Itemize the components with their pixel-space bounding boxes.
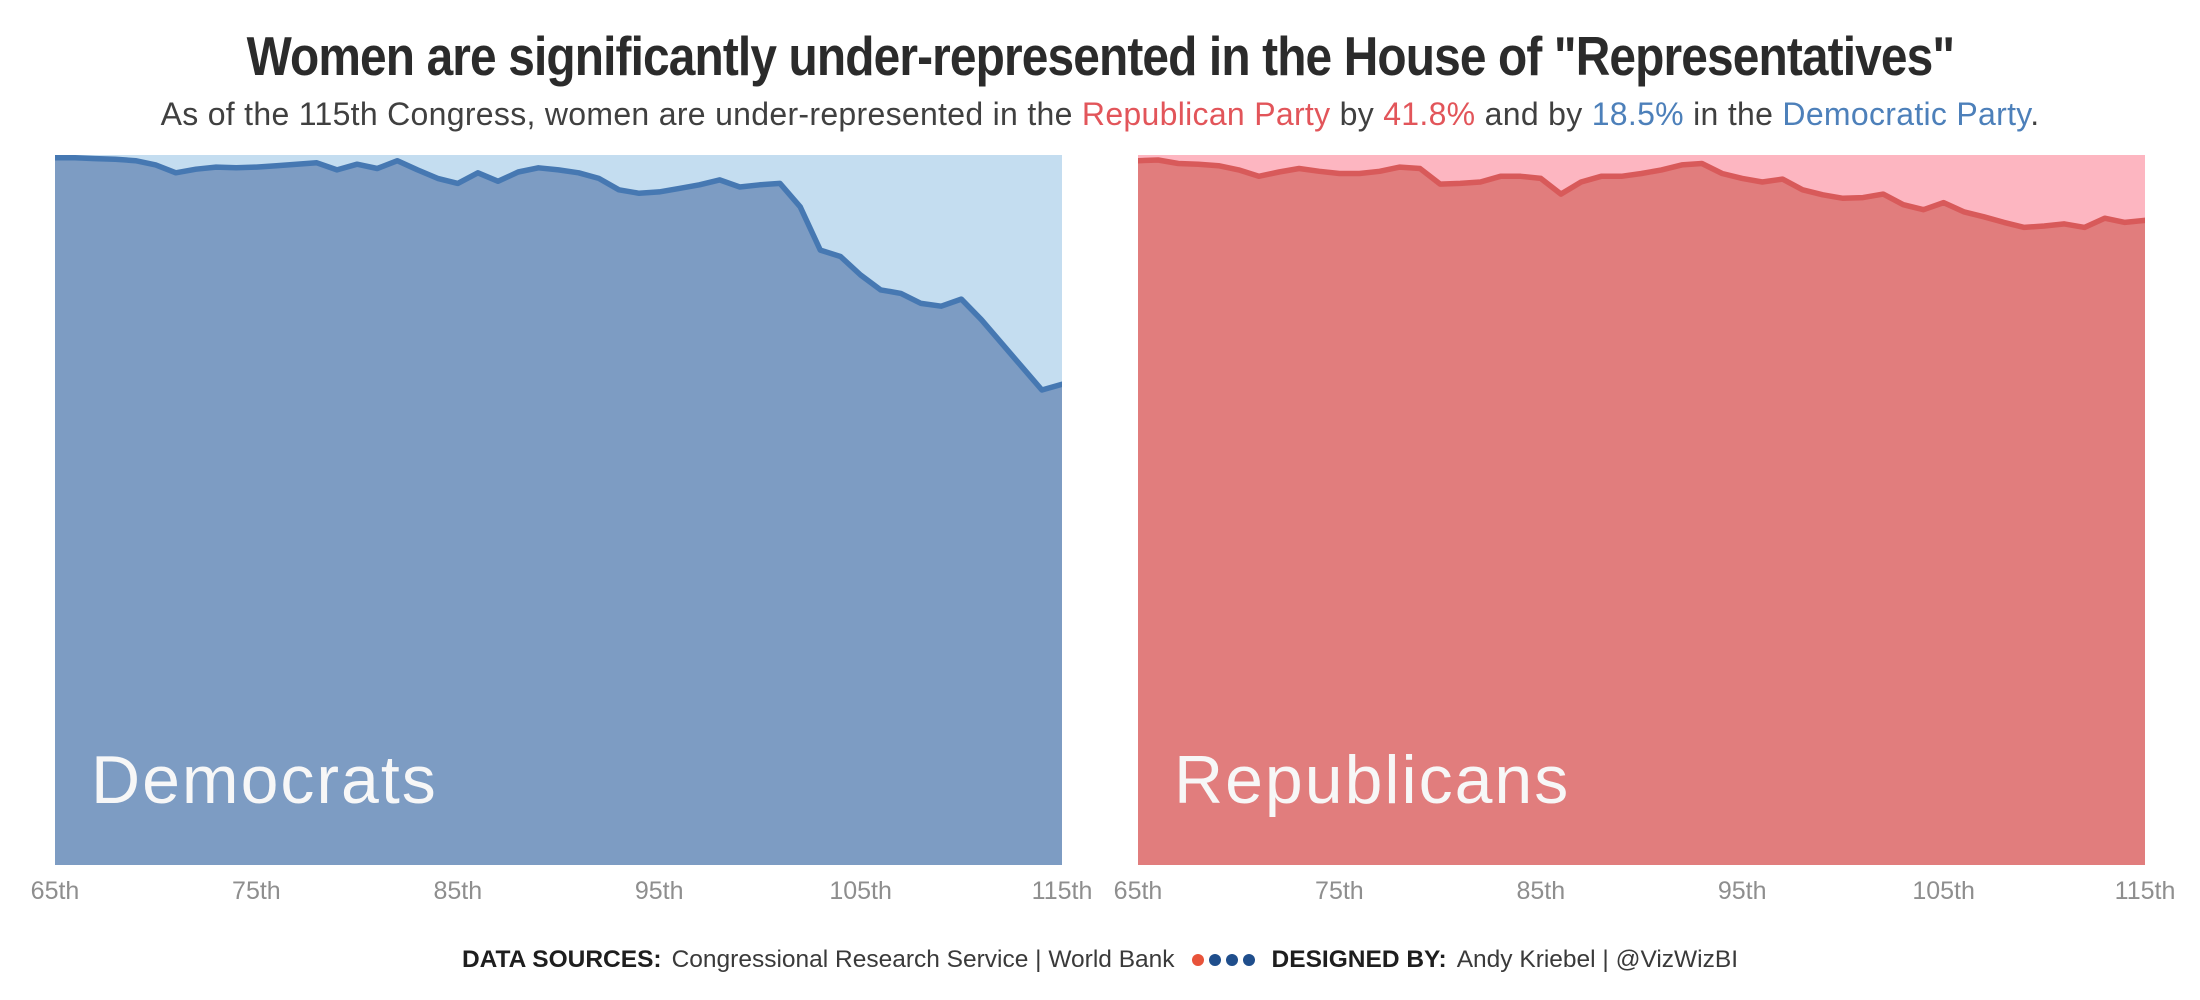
subtitle-by: by: [1330, 96, 1384, 132]
designer-text: Andy Kriebel | @VizWizBI: [1456, 946, 1739, 973]
republicans-men-area: [1138, 160, 2145, 865]
data-sources-text: Congressional Research Service | World B…: [671, 946, 1175, 973]
democrats-x-axis: 65th 75th 85th 95th 105th 115th: [31, 877, 1093, 909]
democrats-men-area: [55, 157, 1062, 865]
footer: DATA SOURCES: Congressional Research Ser…: [0, 946, 2200, 974]
subtitle-period: .: [2030, 96, 2040, 132]
republicans-chart-canvas: [1138, 155, 2145, 865]
footer-dots: [1191, 954, 1255, 966]
page-title: Women are significantly under-represente…: [246, 25, 1954, 87]
subtitle-democratic-gap: 18.5%: [1591, 96, 1684, 132]
designed-by-label: DESIGNED BY:: [1271, 946, 1447, 973]
subtitle-republican-party: Republican Party: [1081, 96, 1331, 132]
subtitle-in-the: in the: [1683, 96, 1783, 132]
democrats-men-line: [55, 155, 1062, 393]
navy-dot-icon: [1208, 954, 1221, 966]
republicans-area-chart: Republicans 65th 75th 85th 95th 105th 11…: [1114, 155, 2175, 905]
democrats-label: Democrats: [91, 742, 438, 818]
subtitle-and-by: and by: [1475, 96, 1592, 132]
navy-dot-icon: [1225, 954, 1238, 966]
republicans-x-axis: 65th 75th 85th 95th 105th 115th: [1114, 877, 2176, 909]
navy-dot-icon: [1242, 954, 1255, 966]
x-tick-95th: 95th: [1717, 877, 1767, 905]
x-tick-65th: 65th: [1113, 877, 1163, 905]
democrats-chart-canvas: [55, 155, 1062, 865]
subtitle-republican-gap: 41.8%: [1383, 96, 1476, 132]
x-tick-75th: 75th: [232, 877, 281, 905]
x-tick-85th: 85th: [433, 877, 483, 905]
x-tick-75th: 75th: [1315, 877, 1364, 905]
republicans-label: Republicans: [1174, 742, 1571, 818]
page-title-row: Women are significantly under-represente…: [0, 24, 2200, 88]
subtitle-lead: As of the 115th Congress, women are unde…: [160, 96, 1082, 132]
data-sources-label: DATA SOURCES:: [461, 946, 662, 973]
x-tick-85th: 85th: [1516, 877, 1566, 905]
republicans-men-line: [1138, 157, 2145, 231]
x-tick-115th: 115th: [1031, 877, 1093, 905]
x-tick-65th: 65th: [30, 877, 80, 905]
page-subtitle: As of the 115th Congress, women are unde…: [0, 96, 2200, 133]
x-tick-95th: 95th: [634, 877, 684, 905]
democrats-area-chart: Democrats 65th 75th 85th 95th 105th 115t…: [31, 155, 1092, 905]
orange-dot-icon: [1191, 954, 1204, 966]
x-tick-115th: 115th: [2114, 877, 2176, 905]
x-tick-105th: 105th: [829, 877, 892, 905]
x-tick-105th: 105th: [1912, 877, 1975, 905]
subtitle-democratic-party: Democratic Party: [1782, 96, 2031, 132]
